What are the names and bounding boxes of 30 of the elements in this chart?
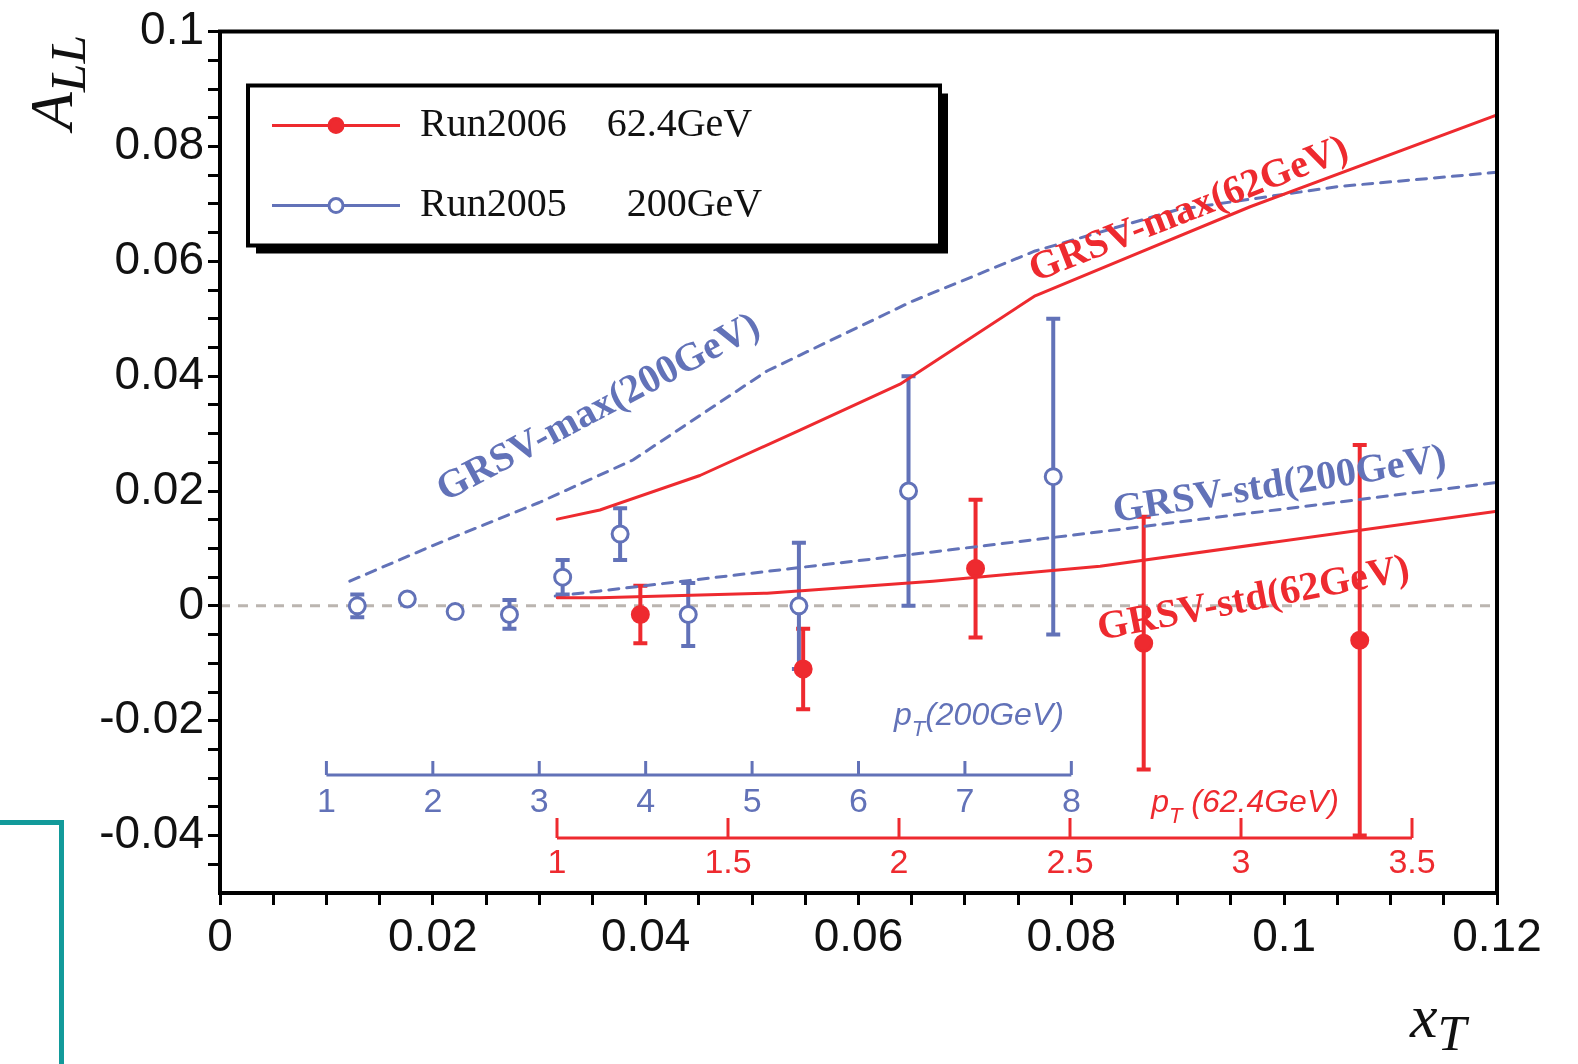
x-tick-label: 0.06 <box>813 909 904 962</box>
x2-tick-label: 8 <box>1061 781 1081 820</box>
annotation: 2.5 <box>1046 842 1094 881</box>
x2-tick-label: 4 <box>636 781 656 820</box>
y-tick-label: 0.1 <box>140 2 204 55</box>
x2-tick-label: 3 <box>529 781 549 820</box>
legend-label: Run2005 200GeV <box>420 180 763 226</box>
y-tick-label: -0.04 <box>99 806 204 859</box>
y-tick-label: 0.08 <box>114 117 204 170</box>
x2-tick-label: 5 <box>742 781 762 820</box>
x-tick-label: 0.1 <box>1252 909 1317 962</box>
annotation: 2 <box>889 842 909 881</box>
x-tick-label: 0.04 <box>600 909 691 962</box>
x-tick-label: 0.12 <box>1452 909 1542 962</box>
annotation: 3 <box>1231 842 1251 881</box>
annotation: 1.5 <box>704 842 752 881</box>
x2-tick-label: 7 <box>955 781 975 820</box>
y-tick-label: -0.02 <box>99 691 204 744</box>
x2-tick-label: 2 <box>423 781 443 820</box>
y-tick-label: 0 <box>178 576 204 629</box>
x-tick-label: 0.08 <box>1026 909 1117 962</box>
annotation: 3.5 <box>1388 842 1436 881</box>
y-tick-label: 0.04 <box>114 346 204 399</box>
x2-tick-label: 1 <box>316 781 336 820</box>
annotation: 1 <box>547 842 567 881</box>
y-tick-label: 0.02 <box>114 461 204 514</box>
x-tick-label: 0.02 <box>388 909 478 962</box>
x2-tick-label: 6 <box>849 781 868 820</box>
y-tick-label: 0.06 <box>114 231 204 284</box>
legend-label: Run2006 62.4GeV <box>420 100 753 146</box>
